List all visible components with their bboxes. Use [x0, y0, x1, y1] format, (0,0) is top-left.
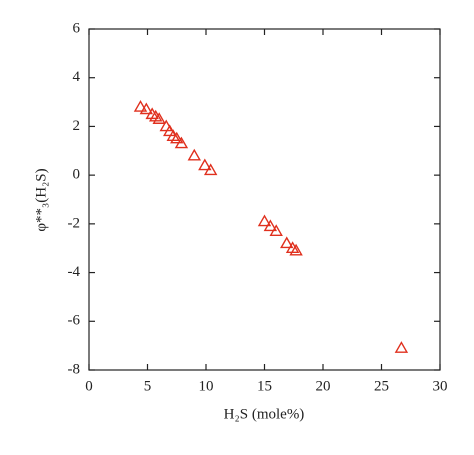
x-tick-label: 30 [433, 378, 448, 394]
x-axis-label: H₂S (mole%) [224, 406, 305, 422]
point [257, 214, 272, 227]
point [174, 136, 189, 149]
point [170, 131, 184, 144]
point [152, 112, 166, 124]
y-tick-label: 6 [73, 20, 81, 36]
y-tick-label: -6 [68, 313, 81, 329]
point [187, 148, 202, 161]
point [198, 158, 212, 171]
x-tick-label: 0 [85, 378, 93, 394]
x-tick-label: 20 [316, 378, 331, 394]
point [139, 102, 154, 115]
x-tick-label: 15 [257, 378, 272, 394]
point [203, 163, 218, 176]
x-tick-label: 5 [144, 378, 152, 394]
point [269, 224, 283, 236]
y-tick-label: -8 [68, 361, 81, 377]
point [263, 219, 278, 232]
y-tick-label: -4 [68, 264, 81, 280]
point [280, 236, 294, 249]
y-tick-label: 2 [73, 118, 81, 134]
y-tick-label: -2 [68, 215, 81, 231]
point [394, 341, 409, 353]
plot-frame [88, 28, 441, 371]
y-tick-label: 0 [73, 167, 81, 183]
x-tick-label: 10 [199, 378, 214, 394]
y-tick-label: 4 [73, 69, 81, 85]
point [133, 100, 148, 112]
point [289, 243, 303, 256]
y-axis-label: φ**₃(H₂S) [33, 168, 49, 231]
x-tick-label: 25 [374, 378, 389, 394]
